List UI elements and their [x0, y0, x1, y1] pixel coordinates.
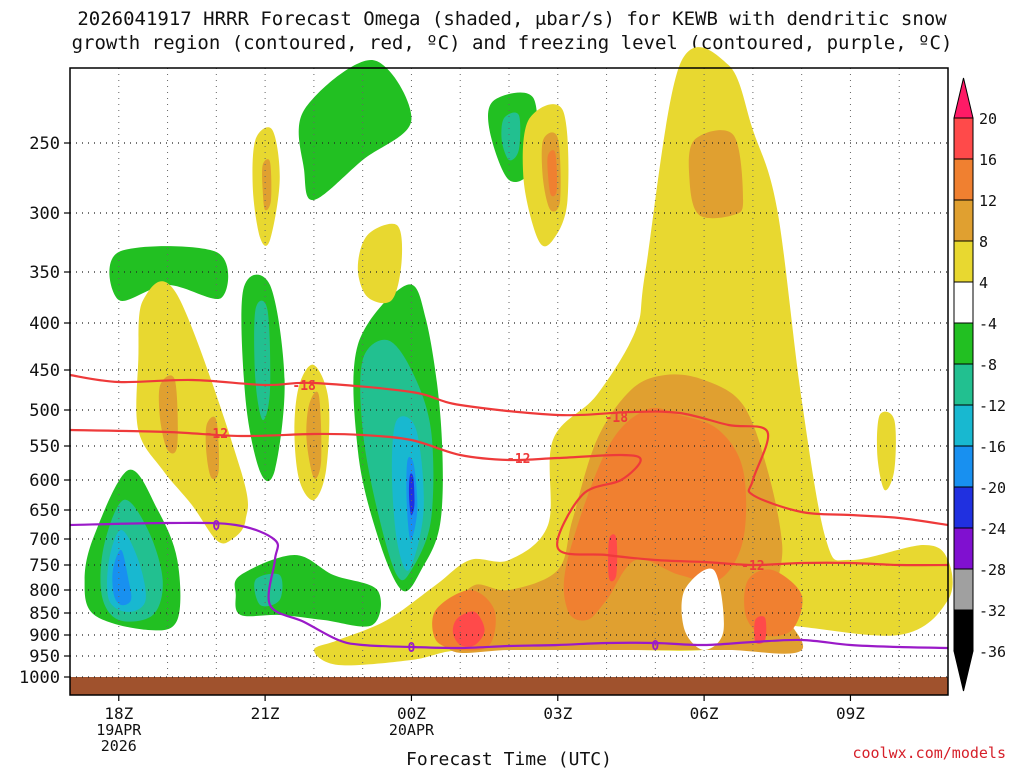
y-tick-label: 700: [29, 530, 60, 550]
colorbar-tick-label: -16: [979, 438, 1006, 456]
colorbar-tick-label: -36: [979, 643, 1006, 661]
omega-shade-8: [306, 391, 322, 479]
y-tick-label: 550: [29, 437, 60, 457]
dgz-contour-m18-label: -18: [292, 379, 316, 394]
y-tick-label: 600: [29, 471, 60, 491]
omega-shade-8: [688, 130, 744, 219]
colorbar-box: [953, 322, 974, 365]
colorbar-box: [953, 486, 974, 529]
colorbar-tick-label: -28: [979, 561, 1006, 579]
x-tick-label: 21Z: [251, 704, 280, 723]
omega-shade-4: [136, 281, 249, 544]
x-tick-label: 03Z: [543, 704, 572, 723]
x-axis-label: Forecast Time (UTC): [406, 749, 612, 768]
colorbar-arrow-bottom: [953, 650, 974, 692]
dgz-contour-m12-label: -12: [507, 452, 530, 467]
colorbar-box: [953, 281, 974, 324]
grid-layer: [69, 68, 949, 678]
freezing-level-contour-label: 0: [212, 519, 220, 534]
colorbar-tick-label: -24: [979, 520, 1006, 538]
freezing-level-contour-label: 0: [651, 639, 659, 654]
y-tick-label: 500: [29, 401, 60, 421]
omega-shade-16: [754, 616, 767, 644]
dgz-contour-m18-label: -18: [605, 411, 629, 426]
freezing-level-contour: [69, 521, 949, 650]
omega-shade-4: [357, 223, 403, 304]
colorbar-box: [953, 199, 974, 242]
contour-layer: -18 -18 -12 -12 -12 0 0 0: [69, 373, 949, 656]
y-tick-label: 300: [29, 204, 60, 224]
y-tick-label: 400: [29, 314, 60, 334]
omega-shade-neutral: [681, 568, 724, 650]
omega-shade-12: [547, 150, 558, 197]
omega-shade-8: [158, 375, 178, 454]
colorbar-box: [953, 445, 974, 488]
colorbar-box: [953, 240, 974, 283]
colorbar-tick-label: -20: [979, 479, 1006, 497]
y-tick-label: 650: [29, 501, 60, 521]
omega-shade--8: [298, 59, 412, 201]
colorbar-box: [953, 568, 974, 611]
omega-shade--12: [501, 112, 521, 161]
omega-shade-16: [608, 534, 618, 582]
dgz-contour-m12-label: -12: [741, 559, 764, 574]
y-tick-label: 250: [29, 134, 60, 154]
y-tick-label: 450: [29, 361, 60, 381]
y-tick-label: 350: [29, 263, 60, 283]
colorbar-box: [953, 527, 974, 570]
colorbar-box: [953, 117, 974, 160]
dgz-contour-m12-label: -12: [205, 427, 228, 442]
colorbar-tick-label: 4: [979, 274, 988, 292]
axes-layer: 2503003504004505005506006507007508008509…: [19, 67, 949, 768]
omega-shade-4: [876, 411, 896, 491]
colorbar-tick-label: -4: [979, 315, 997, 333]
omega-shade--12: [254, 300, 271, 421]
omega-shade--20: [112, 549, 132, 606]
x-tick-sublabel: 20APR: [389, 721, 435, 739]
ground-surface: [70, 677, 948, 695]
colorbar-box: [953, 609, 974, 652]
y-tick-label: 850: [29, 604, 60, 624]
y-tick-label: 950: [29, 647, 60, 667]
dgz-contour-m18: [69, 373, 949, 527]
credit-text: coolwx.com/models: [852, 744, 1006, 762]
plot-frame: [69, 67, 949, 696]
omega-shade--8: [109, 246, 229, 301]
freezing-level-contour-label: 0: [408, 641, 416, 656]
dgz-contour-m12: [69, 428, 949, 567]
omega-shade-8: [205, 416, 220, 480]
chart-title-line1: 2026041917 HRRR Forecast Omega (shaded, …: [77, 8, 947, 30]
shading-layer: [70, 47, 953, 695]
y-tick-label: 1000: [19, 668, 60, 688]
colorbar-tick-label: -12: [979, 397, 1006, 415]
colorbar-box: [953, 363, 974, 406]
omega-shade-8: [262, 159, 272, 211]
x-tick-sublabel: 19APR: [96, 721, 142, 739]
x-tick-label: 06Z: [690, 704, 719, 723]
colorbar: 20 16 12 8 4 -4 -8 -12 -16 -20 -24 -28 -32 -36: [953, 77, 1006, 692]
y-tick-label: 900: [29, 626, 60, 646]
omega-shade-16: [452, 611, 485, 647]
x-tick-sublabel: 2026: [101, 737, 137, 755]
colorbar-tick-label: 16: [979, 151, 997, 169]
x-tick-label: 09Z: [836, 704, 865, 723]
colorbar-arrow-top: [953, 77, 974, 119]
colorbar-tick-label: 8: [979, 233, 988, 251]
y-tick-label: 750: [29, 556, 60, 576]
colorbar-box: [953, 404, 974, 447]
colorbar-tick-label: 20: [979, 110, 997, 128]
colorbar-box: [953, 158, 974, 201]
chart-title-line2: growth region (contoured, red, ºC) and f…: [71, 32, 953, 54]
x-tick-label: 18Z: [104, 704, 133, 723]
colorbar-tick-label: -8: [979, 356, 997, 374]
y-tick-label: 800: [29, 581, 60, 601]
colorbar-tick-label: 12: [979, 192, 997, 210]
x-tick-label: 00Z: [397, 704, 426, 723]
colorbar-tick-label: -32: [979, 602, 1006, 620]
